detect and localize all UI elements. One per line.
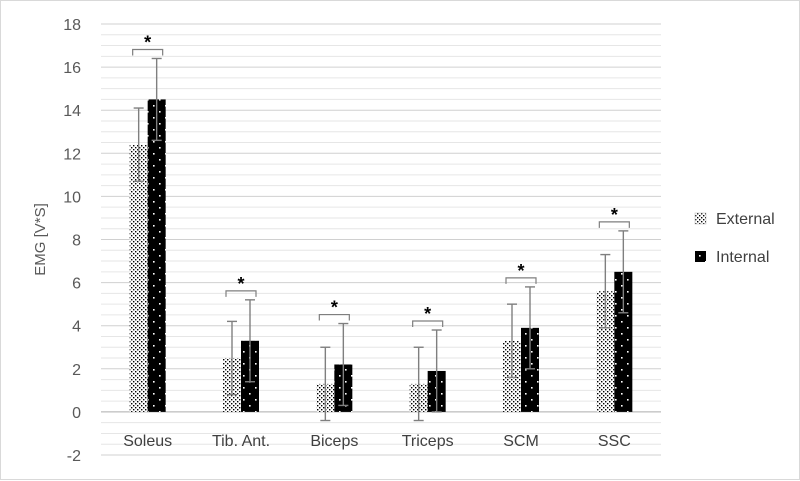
error-bars <box>133 57 629 422</box>
error-bar <box>600 253 611 329</box>
legend-item-internal: Internal <box>695 249 769 266</box>
bar-external <box>129 144 148 412</box>
error-bar <box>320 346 331 422</box>
y-tick-label: 14 <box>63 103 81 120</box>
legend-item-external: External <box>694 211 775 228</box>
bar-internal <box>147 99 166 412</box>
significance-star: * <box>611 205 618 225</box>
y-tick-label: 0 <box>72 405 81 422</box>
category-labels: Soleus Tib. Ant. Biceps Triceps SCM SSC <box>123 433 631 450</box>
significance-star: * <box>237 274 244 294</box>
error-bar <box>618 230 629 314</box>
y-tick-label: 12 <box>63 146 81 163</box>
error-bar <box>413 346 424 422</box>
y-axis: -2 0 2 4 6 8 10 12 14 16 18 <box>63 17 81 465</box>
y-tick-label: -2 <box>67 448 81 465</box>
legend-label: Internal <box>716 249 769 266</box>
category-label: Biceps <box>310 433 358 450</box>
significance-star: * <box>144 32 151 52</box>
y-tick-label: 16 <box>63 60 81 77</box>
bracket-line <box>598 221 630 228</box>
bar-internal <box>521 327 539 412</box>
error-bar <box>431 329 442 413</box>
error-bar <box>227 320 237 396</box>
significance-star: * <box>331 298 338 318</box>
bracket-line <box>505 277 537 284</box>
y-tick-label: 4 <box>72 319 81 336</box>
error-bar <box>525 286 535 370</box>
significance-bracket: * <box>225 274 257 297</box>
legend-label: External <box>716 211 775 228</box>
error-bar <box>507 303 517 379</box>
significance-bracket: * <box>598 205 630 228</box>
y-tick-label: 18 <box>63 17 81 34</box>
bars <box>129 99 633 412</box>
y-axis-title: EMG [V*S] <box>32 203 49 276</box>
y-tick-label: 2 <box>72 362 81 379</box>
bar-internal <box>614 271 633 412</box>
category-label: SCM <box>503 433 539 450</box>
grid-lines <box>101 23 661 456</box>
error-bar <box>133 107 144 183</box>
error-bar <box>151 57 162 142</box>
y-tick-label: 10 <box>63 189 81 206</box>
significance-markers: * * * * * * <box>132 32 630 328</box>
legend-swatch <box>694 212 707 225</box>
y-tick-label: 6 <box>72 276 81 293</box>
category-label: Tib. Ant. <box>212 433 270 450</box>
bracket-line <box>412 320 444 328</box>
error-bar <box>338 322 349 407</box>
category-label: Soleus <box>123 433 172 450</box>
bar-external <box>596 291 615 412</box>
category-label: SSC <box>598 433 631 450</box>
y-tick-label: 8 <box>72 233 81 250</box>
legend-swatch <box>695 251 706 262</box>
category-label: Triceps <box>402 433 454 450</box>
significance-bracket: * <box>412 304 444 328</box>
significance-star: * <box>517 261 524 281</box>
bracket-line <box>318 313 350 321</box>
significance-bracket: * <box>318 298 350 321</box>
bracket-line <box>225 290 257 297</box>
legend: External Internal <box>694 211 775 266</box>
significance-star: * <box>424 304 431 324</box>
significance-bracket: * <box>505 261 537 284</box>
significance-bracket: * <box>132 32 164 56</box>
bracket-line <box>132 48 164 56</box>
error-bar <box>245 299 255 383</box>
